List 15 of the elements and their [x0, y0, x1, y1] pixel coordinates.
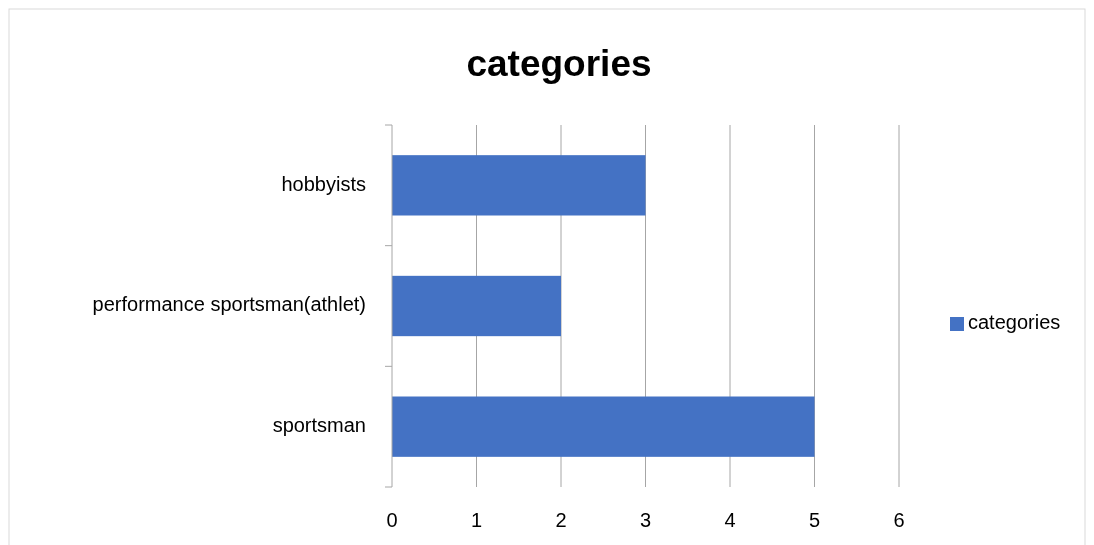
x-tick-label: 1	[470, 509, 483, 532]
y-tick-label: sportsman	[272, 413, 366, 436]
x-tick-label: 5	[808, 509, 821, 532]
x-tick-label: 0	[386, 509, 398, 532]
x-tick-label: 6	[893, 509, 905, 532]
bar	[392, 275, 561, 337]
y-tick-label: hobbyists	[281, 172, 366, 195]
y-tick-label: performance sportsman(athlet)	[92, 293, 366, 316]
chart-title: categories	[466, 42, 652, 84]
legend-label: categories	[968, 311, 1061, 334]
x-tick-label: 3	[639, 509, 652, 532]
bar	[392, 396, 815, 457]
bar	[392, 155, 646, 216]
x-tick-label: 4	[724, 509, 736, 532]
x-tick-label: 2	[555, 509, 567, 532]
